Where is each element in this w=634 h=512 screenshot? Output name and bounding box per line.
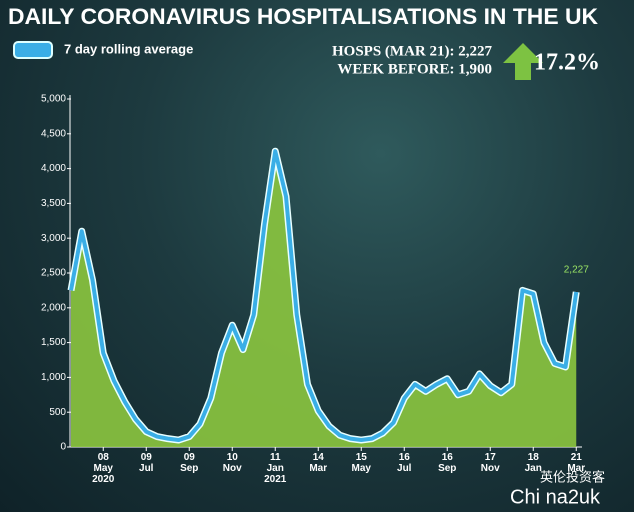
x-tick-label: 08 May 2020: [92, 452, 115, 485]
x-tick-label: 18 Jan: [524, 452, 542, 474]
y-tick-label: 2,500: [41, 268, 66, 279]
y-tick-label: 3,500: [41, 198, 66, 209]
x-tick-label: 11 Jan 2021: [264, 452, 287, 485]
y-tick-label: 1,500: [41, 337, 66, 348]
x-tick-label: 16 Sep: [438, 452, 457, 474]
y-tick-label: 3,000: [41, 233, 66, 244]
x-tick-label: 14 Mar: [309, 452, 328, 474]
watermark: 英伦投资客: [540, 469, 605, 484]
x-tick-label: 21 Mar: [567, 452, 586, 474]
y-tick-label: 500: [49, 407, 66, 418]
up-arrow: [503, 43, 543, 80]
change: 17.2%: [534, 50, 600, 76]
area: [71, 151, 577, 447]
x-tick-label: 10 Nov: [222, 452, 242, 474]
y-tick-label: 4,500: [41, 128, 66, 139]
y-tick-label: 4,000: [41, 163, 66, 174]
hosps-label: HOSPS (MAR 21): 2,227: [332, 43, 492, 59]
x-tick-label: 15 May: [351, 452, 371, 474]
data-label: 2,227: [564, 265, 589, 276]
x-tick-label: 17 Nov: [480, 452, 500, 474]
y-tick-label: 0: [60, 442, 66, 453]
y-tick-label: 5,000: [41, 94, 66, 105]
line: [69, 149, 579, 443]
legend-label: 7 day rolling average: [64, 41, 193, 56]
x-tick-label: 16 Jul: [397, 452, 412, 474]
x-tick-label: 09 Sep: [180, 452, 199, 474]
watermark: Chi na2uk: [510, 486, 601, 508]
y-tick-label: 2,000: [41, 302, 66, 313]
chart-title: DAILY CORONAVIRUS HOSPITALISATIONS IN TH…: [8, 4, 598, 29]
x-tick-label: 09 Jul: [139, 452, 154, 474]
y-tick-label: 1,000: [41, 372, 66, 383]
week-before-label: WEEK BEFORE: 1,900: [337, 61, 492, 77]
legend-swatch: [13, 41, 53, 59]
